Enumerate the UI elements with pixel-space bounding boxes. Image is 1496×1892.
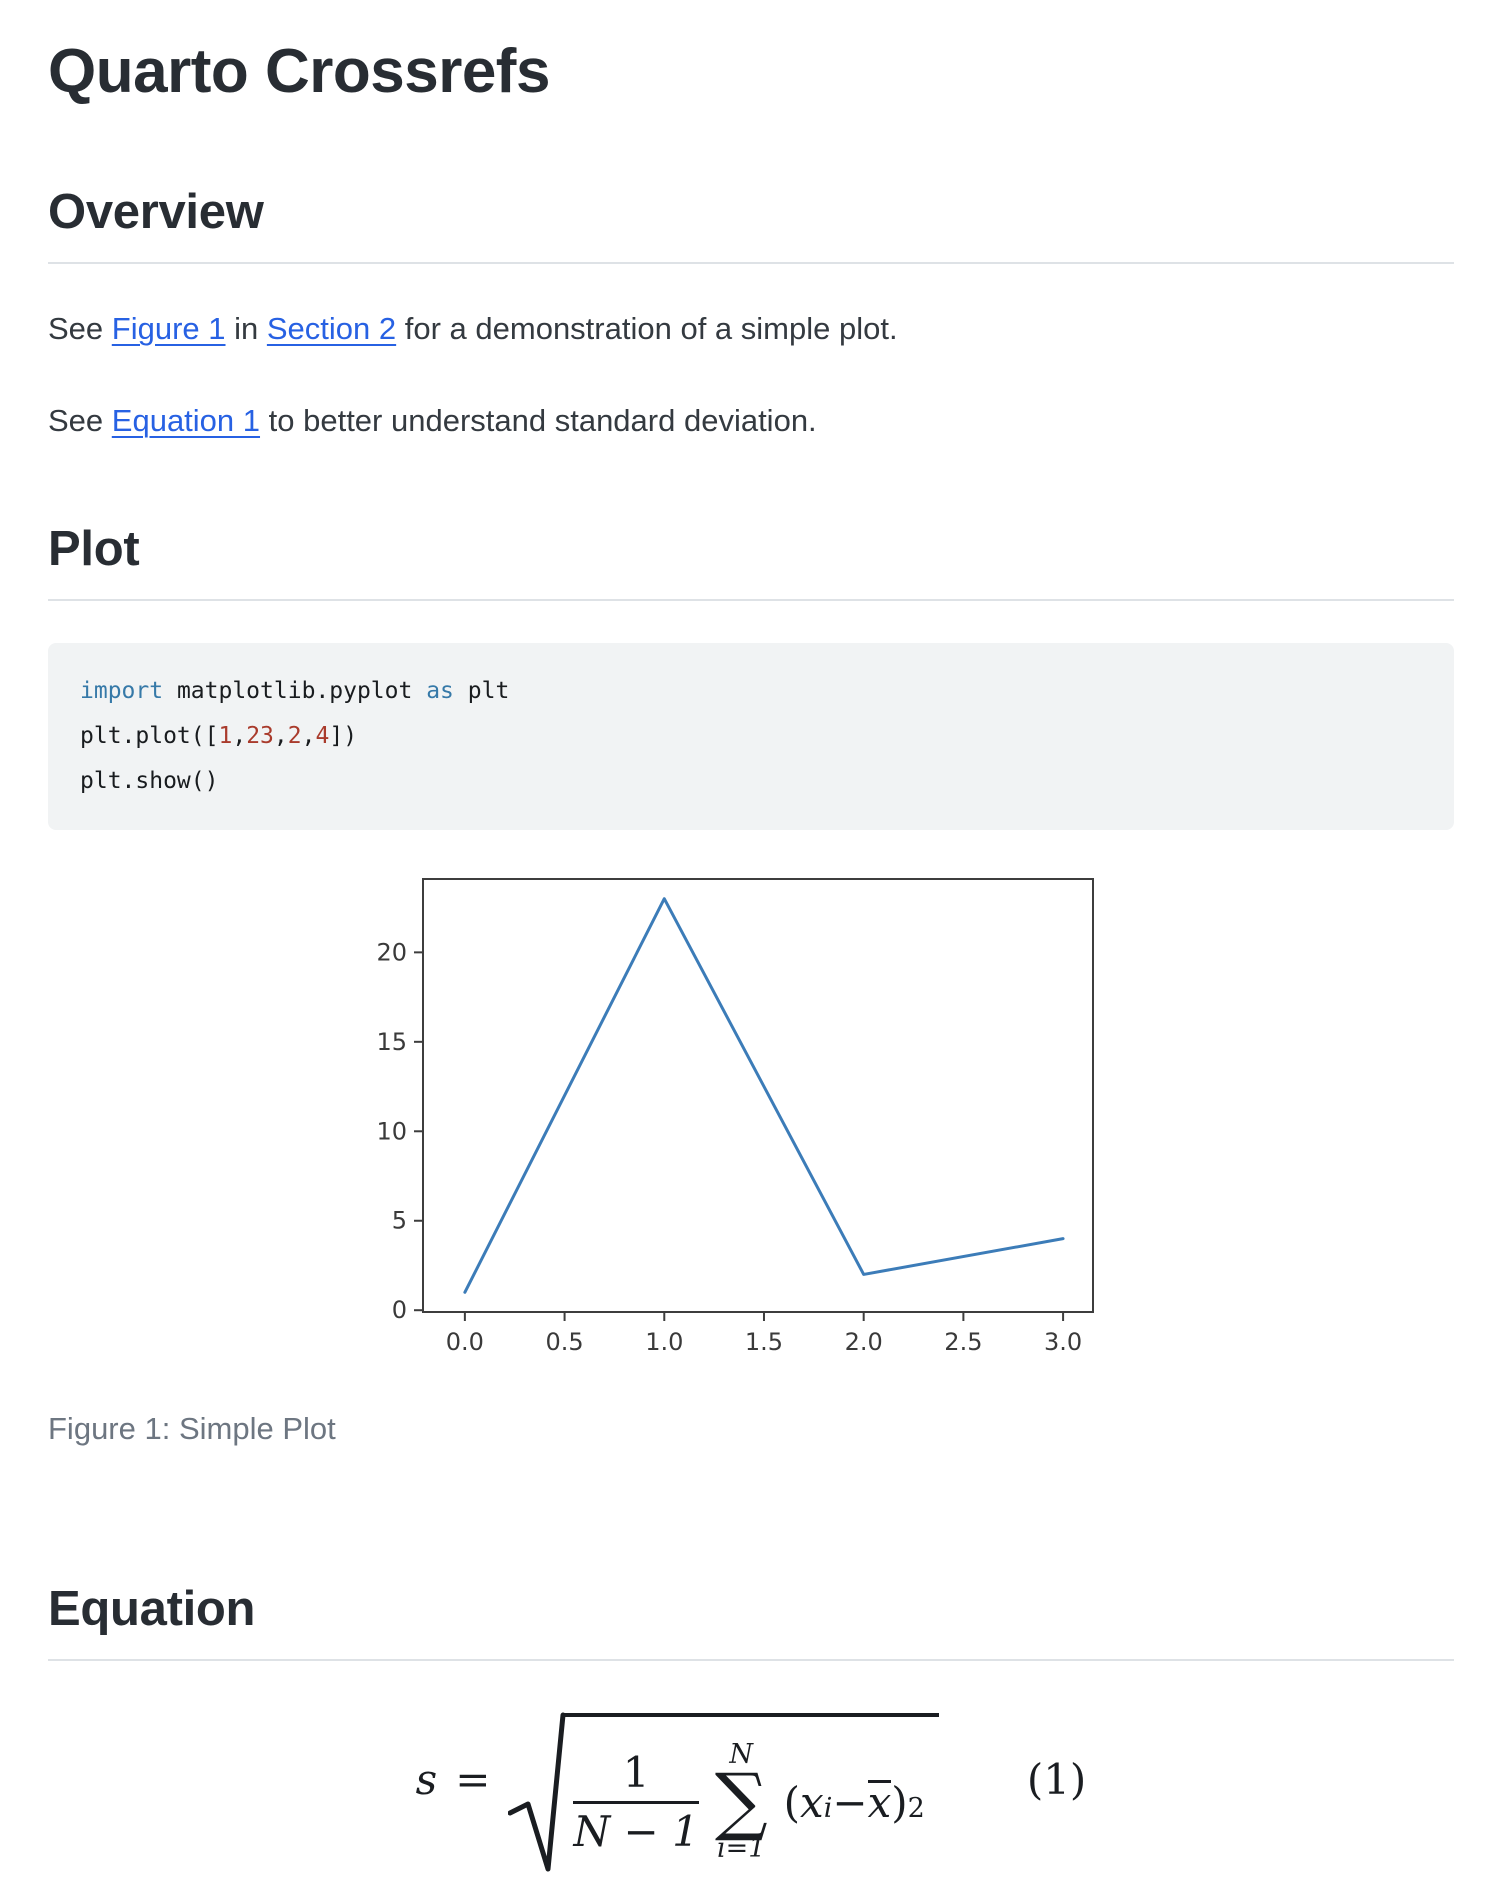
figure-1: 0.0 0.5 1.0 1.5 2.0 2.5 3.0 0 5 10 15 20 Figure 1: … — [48, 860, 1454, 1452]
code-token: matplotlib.pyplot — [163, 677, 427, 704]
radical-sign — [508, 1712, 566, 1872]
text-segment: to better understand standard deviation. — [260, 403, 817, 439]
math-radical: 1 N − 1 N ∑ i=1 (x i − x) 2 — [508, 1709, 939, 1879]
equation-1: s = 1 N − 1 N ∑ — [48, 1709, 1454, 1879]
page-title: Quarto Crossrefs — [48, 37, 550, 106]
figure-1-link[interactable]: Figure 1 — [111, 311, 226, 347]
y-tick-label: 5 — [392, 1207, 407, 1235]
close-paren: ) — [891, 1777, 908, 1827]
heading-overview: Overview — [48, 183, 1454, 265]
x-tick-label: 0.0 — [446, 1328, 484, 1356]
code-token: , — [301, 722, 316, 749]
sum-lower-limit: i=1 — [717, 1832, 766, 1864]
code-token: plt.show() — [80, 767, 219, 794]
overview-paragraph-2: See Equation 1 to better understand stan… — [48, 398, 1454, 444]
code-token: 23 — [246, 722, 274, 749]
open-paren: ( — [783, 1777, 801, 1827]
overview-paragraph-1: See Figure 1 in Section 2 for a demonstr… — [48, 306, 1454, 352]
python-code-block: import matplotlib.pyplot as plt plt.plot… — [48, 642, 1454, 830]
code-token: 1 — [218, 722, 233, 749]
code-token: ]) — [329, 722, 358, 749]
figure-caption: Figure 1: Simple Plot — [48, 1410, 336, 1446]
text-segment: for a demonstration of a simple plot. — [396, 311, 898, 347]
x-tick-label: 3.0 — [1044, 1328, 1082, 1356]
x-tick-label: 2.5 — [944, 1328, 982, 1356]
x-tick-label: 0.5 — [545, 1328, 583, 1356]
simple-plot-chart: 0.0 0.5 1.0 1.5 2.0 2.5 3.0 0 5 10 15 20 — [376, 877, 1094, 1356]
fraction-bar — [573, 1800, 699, 1804]
minus-sign: − — [832, 1777, 868, 1827]
math-equals: = — [455, 1755, 491, 1805]
math-lhs: s — [415, 1755, 438, 1805]
plot-line — [463, 897, 1065, 1294]
radical-content: 1 N − 1 N ∑ i=1 (x i − x) 2 — [563, 1712, 939, 1864]
x-tick-label: 1.5 — [745, 1328, 783, 1356]
math-expression: (x i − x) 2 — [783, 1777, 925, 1827]
math-summation: N ∑ i=1 — [715, 1741, 768, 1864]
sum-upper-limit: N — [729, 1738, 754, 1770]
code-token: , — [273, 722, 288, 749]
text-segment: See — [48, 403, 112, 439]
simple-plot-image: 0.0 0.5 1.0 1.5 2.0 2.5 3.0 0 5 10 15 20 — [371, 860, 1131, 1370]
code-token: import — [80, 677, 164, 704]
axes-border — [422, 877, 1094, 1313]
text-segment: in — [225, 311, 267, 347]
y-tick-label: 10 — [376, 1117, 407, 1145]
y-tick-label: 15 — [376, 1028, 407, 1056]
code-token: as — [426, 677, 454, 704]
fraction-numerator: 1 — [622, 1747, 650, 1797]
fraction-denominator: N − 1 — [573, 1806, 699, 1856]
section-2-link[interactable]: Section 2 — [266, 311, 397, 347]
y-tick-label: 20 — [376, 938, 407, 966]
y-tick-label: 0 — [392, 1296, 407, 1324]
var-x: x — [800, 1777, 824, 1827]
math-fraction: 1 N − 1 — [573, 1747, 699, 1856]
code-token: , — [232, 722, 247, 749]
equation-block: s = 1 N − 1 N ∑ — [48, 1709, 1454, 1879]
heading-equation: Equation — [48, 1580, 1454, 1661]
equation-1-link[interactable]: Equation 1 — [111, 403, 261, 439]
x-tick-label: 2.0 — [845, 1328, 883, 1356]
heading-plot: Plot — [48, 520, 1454, 601]
x-tick-label: 1.0 — [645, 1328, 683, 1356]
text-segment: See — [48, 311, 112, 347]
code-token: plt — [453, 677, 510, 704]
equation-number: (1) — [1026, 1755, 1087, 1805]
code-token: 4 — [315, 722, 330, 749]
x-bar: x — [867, 1777, 892, 1827]
sum-operator: ∑ — [714, 1757, 768, 1844]
code-token: 2 — [287, 722, 302, 749]
code-token: plt.plot([ — [80, 722, 219, 749]
